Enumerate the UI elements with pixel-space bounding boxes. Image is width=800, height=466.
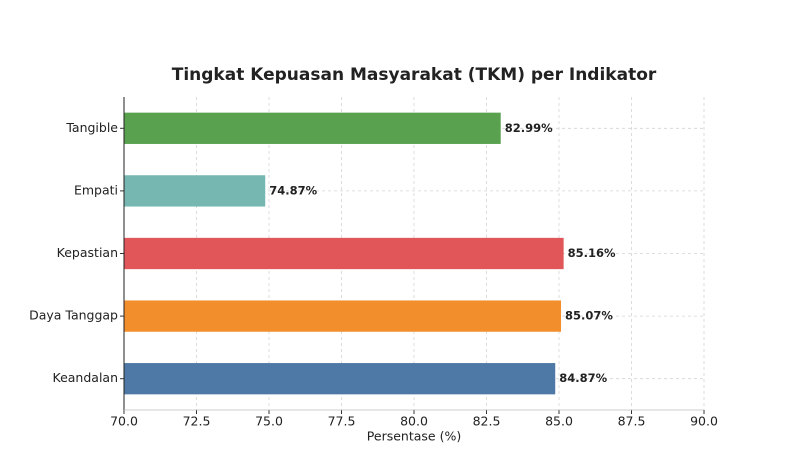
y-tick-label: Keandalan — [53, 370, 119, 385]
chart-title: Tingkat Kepuasan Masyarakat (TKM) per In… — [172, 65, 657, 85]
bar — [124, 175, 266, 207]
bar — [124, 363, 556, 395]
value-label: 82.99% — [505, 121, 553, 135]
x-tick-label: 77.5 — [328, 414, 356, 429]
bar — [124, 112, 501, 144]
x-tick-label: 80.0 — [400, 414, 428, 429]
x-tick-label: 82.5 — [473, 414, 501, 429]
x-tick-label: 72.5 — [183, 414, 211, 429]
value-label: 85.07% — [565, 309, 613, 323]
value-label: 74.87% — [269, 183, 317, 197]
y-tick-label: Daya Tanggap — [29, 308, 118, 323]
x-tick-label: 75.0 — [255, 414, 283, 429]
x-tick-label: 85.0 — [545, 414, 573, 429]
x-tick-label: 90.0 — [690, 414, 718, 429]
bar — [124, 237, 564, 270]
x-axis-label: Persentase (%) — [367, 429, 461, 444]
bar — [124, 300, 562, 332]
value-label: 84.87% — [559, 371, 607, 385]
y-tick-label: Empati — [74, 182, 118, 197]
value-label: 85.16% — [568, 246, 616, 260]
x-tick-label: 87.5 — [618, 414, 646, 429]
x-tick-label: 70.0 — [110, 414, 138, 429]
y-tick-label: Kepastian — [57, 245, 118, 260]
y-tick-label: Tangible — [65, 120, 118, 135]
